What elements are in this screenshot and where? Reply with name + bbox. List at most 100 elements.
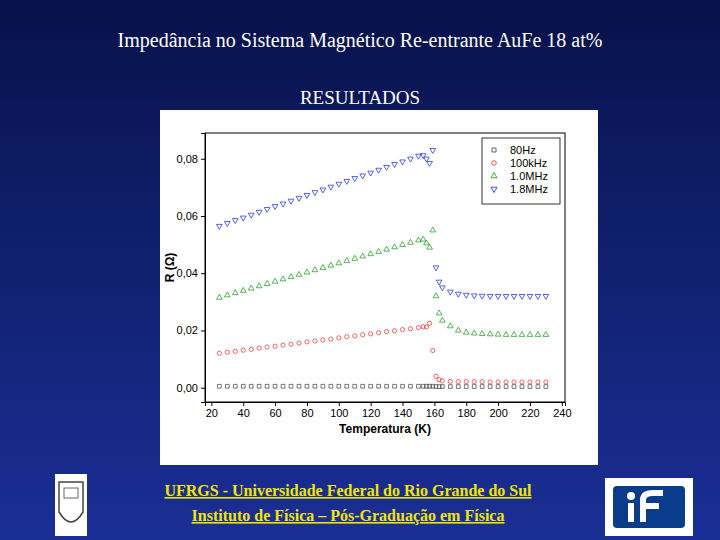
data-point (464, 385, 468, 389)
data-point (384, 329, 388, 333)
data-point (248, 213, 254, 218)
data-point (511, 331, 517, 336)
data-point (369, 332, 373, 336)
x-axis-title: Temperatura (K) (339, 422, 431, 436)
data-point (543, 294, 549, 299)
data-point (216, 294, 222, 299)
y-tick: 0,06 (177, 210, 205, 222)
data-point (440, 317, 446, 322)
data-point (280, 202, 286, 207)
slide-title: Impedância no Sistema Magnético Re-entra… (118, 29, 603, 52)
y-tick-label: 0,02 (177, 324, 198, 336)
data-point (336, 182, 342, 187)
data-point (535, 294, 541, 299)
y-tick-mark (201, 159, 205, 160)
data-point (273, 384, 277, 388)
data-point (328, 185, 334, 190)
data-point (464, 380, 468, 384)
x-tick: 180 (458, 402, 476, 419)
data-point (312, 267, 318, 272)
data-point (313, 339, 317, 343)
data-point (416, 325, 420, 329)
data-point (480, 380, 484, 384)
x-tick: 140 (394, 402, 412, 419)
data-point (305, 384, 309, 388)
data-point (256, 210, 262, 215)
data-point (344, 258, 350, 263)
data-point (440, 379, 444, 383)
footer-line: UFRGS - Universidade Federal do Rio Gran… (164, 482, 532, 499)
data-point (368, 171, 374, 176)
x-tick-label: 220 (521, 407, 539, 419)
data-point (487, 294, 493, 299)
y-tick-mark (201, 388, 205, 389)
data-point (257, 346, 261, 350)
data-point (496, 385, 500, 389)
y-tick: 0,00 (177, 382, 205, 394)
if-logo (605, 478, 693, 536)
data-point (232, 219, 238, 224)
data-point (536, 380, 540, 384)
data-point (536, 385, 540, 389)
x-tick: 40 (238, 402, 250, 419)
x-tick: 200 (489, 402, 507, 419)
x-tick: 20 (206, 402, 218, 419)
data-point (417, 384, 421, 388)
legend-label: 1.0MHz (510, 170, 548, 182)
data-point (393, 384, 397, 388)
data-point (420, 154, 426, 159)
data-point (352, 255, 358, 260)
data-point (416, 154, 422, 159)
x-tick-mark (434, 402, 435, 406)
data-point (360, 174, 366, 179)
y-tick-label: 0,00 (177, 382, 198, 394)
legend-label: 80Hz (510, 144, 536, 156)
data-point (495, 294, 501, 299)
data-point (519, 294, 525, 299)
data-point (224, 292, 230, 297)
data-point (264, 207, 270, 212)
y-axis: 0,000,020,040,060,08 (177, 134, 206, 403)
slide: Impedância no Sistema Magnético Re-entra… (0, 0, 720, 540)
data-point (240, 287, 246, 292)
legend-label: 1.8MHz (510, 183, 548, 195)
data-point (233, 384, 237, 388)
data-point (344, 179, 350, 184)
data-point (448, 385, 452, 389)
legend-marker (492, 148, 496, 152)
data-point (487, 331, 493, 336)
legend-marker (491, 187, 497, 192)
data-point (496, 380, 500, 384)
data-point (360, 253, 366, 258)
x-tick-mark (498, 402, 499, 406)
legend: 80Hz100kHz1.0MHz1.8MHz (482, 138, 560, 204)
data-point (503, 331, 509, 336)
data-point (430, 227, 436, 232)
data-point (408, 327, 412, 331)
data-point (480, 385, 484, 389)
x-tick-mark (307, 402, 308, 406)
data-point (361, 384, 365, 388)
data-point (249, 347, 253, 351)
data-point (420, 236, 426, 241)
x-tick-mark (562, 402, 563, 406)
data-point (296, 196, 302, 201)
data-point (408, 157, 414, 162)
x-tick-mark (275, 402, 276, 406)
data-point (288, 199, 294, 204)
data-point (320, 265, 326, 270)
x-tick: 240 (553, 402, 571, 419)
data-point (313, 384, 317, 388)
y-axis-line (201, 134, 206, 403)
data-point (361, 333, 365, 337)
data-point (265, 384, 269, 388)
data-point (241, 384, 245, 388)
x-tick: 160 (426, 402, 444, 419)
data-point (337, 384, 341, 388)
legend-marker (492, 161, 497, 166)
data-point (433, 293, 439, 298)
data-point (216, 224, 222, 229)
data-point (296, 271, 302, 276)
data-point (440, 385, 444, 389)
data-point (528, 380, 532, 384)
